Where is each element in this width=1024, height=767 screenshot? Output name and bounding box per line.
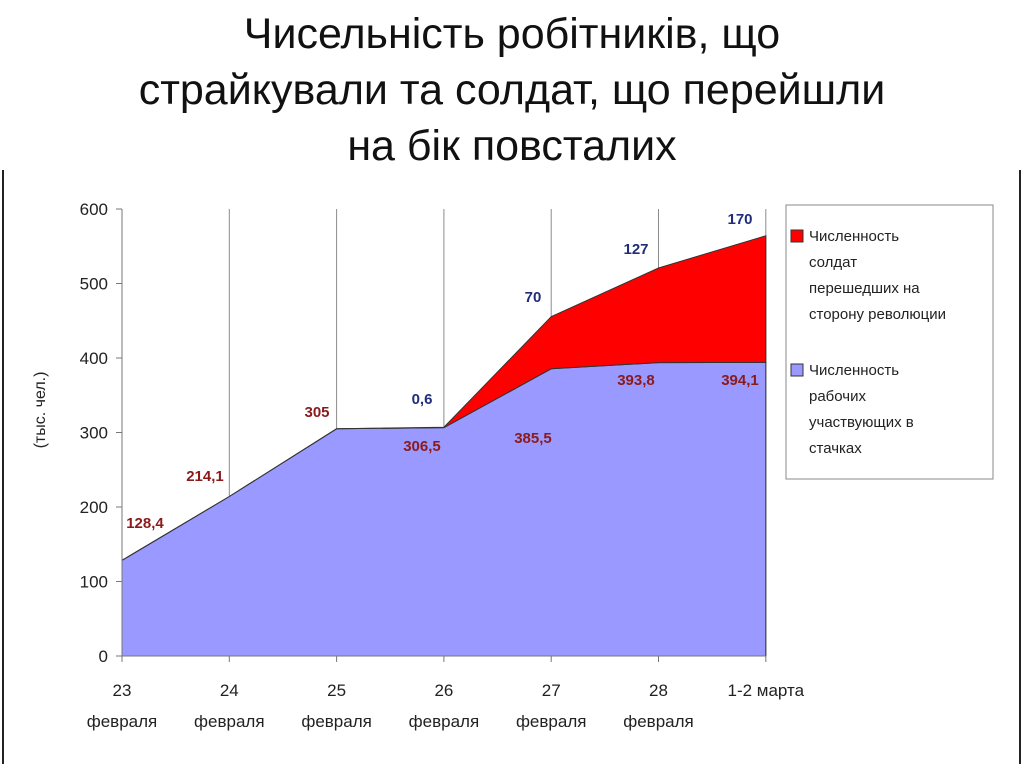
legend: Численность солдат перешедших на сторону ре… <box>785 204 994 480</box>
data-label-soldiers: 0,6 <box>412 391 433 408</box>
x-tick-label: 24 <box>220 681 239 700</box>
legend-entry-text: Численность <box>809 228 899 245</box>
legend-swatch <box>790 229 804 243</box>
y-tick-label: 500 <box>80 275 108 294</box>
data-labels: 128,4 214,1 305 306,5 385,5 393,8 394,1 0,6 70 12… <box>126 211 759 532</box>
x-tick-sublabel: февраля <box>623 712 694 731</box>
legend-entry-text: участвующих в <box>809 414 914 431</box>
area-series <box>121 235 767 657</box>
y-tick-label: 200 <box>80 498 108 517</box>
title-line-3: на бік повсталих <box>347 122 677 170</box>
x-tick-label: 25 <box>327 681 346 700</box>
data-label-workers: 128,4 <box>126 515 164 532</box>
legend-swatch <box>790 363 804 377</box>
data-label-workers: 393,8 <box>617 372 655 389</box>
data-label-soldiers: 127 <box>623 241 648 258</box>
axes: 0 100 200 300 400 500 600 23 февраля 24 февраля 25 ф… <box>32 200 805 731</box>
data-label-workers: 305 <box>304 404 329 421</box>
y-tick-label: 300 <box>80 424 108 443</box>
slide-title: Чисельність робітників, що страйкували т… <box>0 6 1024 174</box>
y-tick-label: 0 <box>99 647 108 666</box>
legend-entry-text: сторону революции <box>809 306 946 323</box>
legend-entry-text: солдат <box>809 254 857 271</box>
y-axis-label: (тыс. чел.) <box>32 372 49 449</box>
x-tick-sublabel: февраля <box>301 712 372 731</box>
y-tick-label: 100 <box>80 573 108 592</box>
data-label-workers: 394,1 <box>721 372 759 389</box>
title-line-1: Чисельність робітників, що <box>243 10 781 58</box>
area-series-soldiers <box>121 235 767 561</box>
title-line-2: страйкували та солдат, що перейшли <box>138 66 886 114</box>
legend-entry-text: рабочих <box>809 388 866 405</box>
legend-entry-text: перешедших на <box>809 280 920 297</box>
chart-frame <box>2 170 1021 764</box>
legend-entry-text: стачках <box>809 440 862 457</box>
y-tick-label: 600 <box>80 200 108 219</box>
data-label-workers: 306,5 <box>403 438 441 455</box>
x-tick-label: 23 <box>113 681 132 700</box>
data-label-workers: 385,5 <box>514 430 552 447</box>
x-tick-label: 27 <box>542 681 561 700</box>
y-tick-label: 400 <box>80 349 108 368</box>
x-tick-label: 26 <box>434 681 453 700</box>
x-tick-sublabel: февраля <box>409 712 480 731</box>
data-label-workers: 214,1 <box>186 468 224 485</box>
x-tick-label: 1-2 марта <box>728 681 805 700</box>
data-label-soldiers: 70 <box>525 289 542 306</box>
legend-entry-text: Численность <box>809 362 899 379</box>
data-label-soldiers: 170 <box>727 211 752 228</box>
legend-box <box>785 204 994 480</box>
x-tick-label: 28 <box>649 681 668 700</box>
x-tick-sublabel: февраля <box>516 712 587 731</box>
x-tick-sublabel: февраля <box>87 712 158 731</box>
x-tick-sublabel: февраля <box>194 712 265 731</box>
